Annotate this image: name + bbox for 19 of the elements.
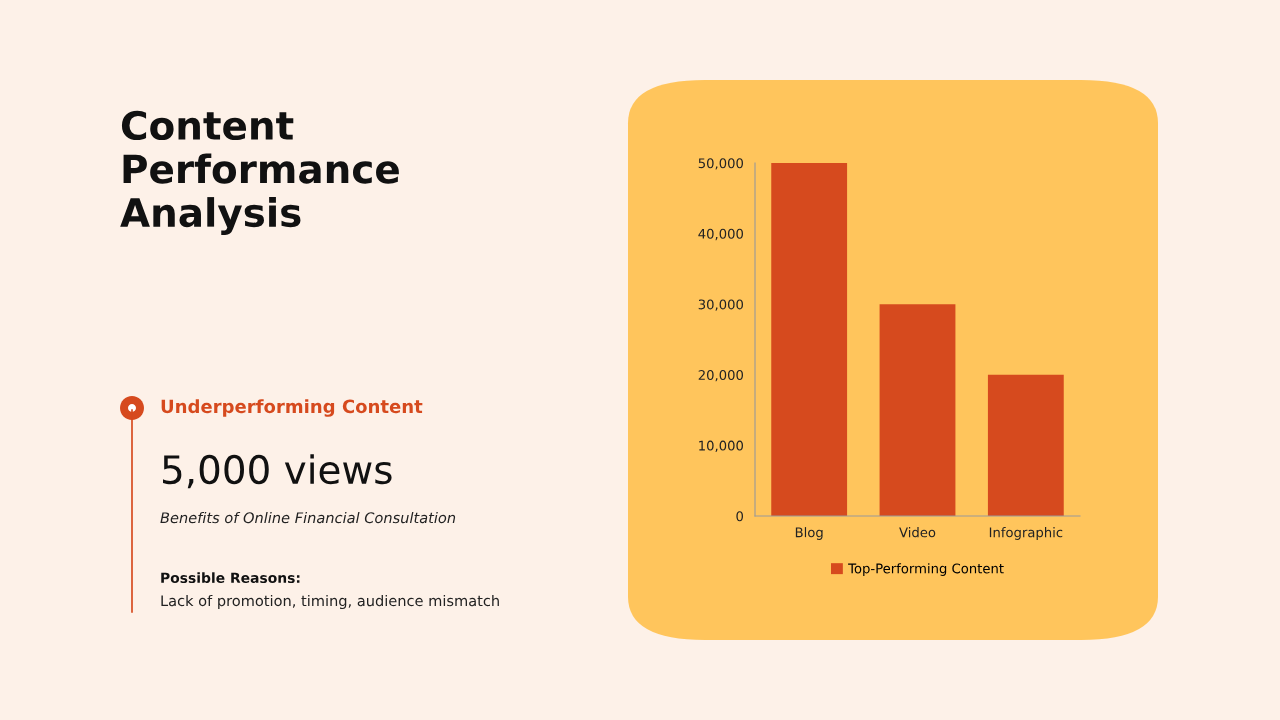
x-tick-label: Video <box>899 527 936 538</box>
text: Lack of promotion, timing, audience mismatch <box>161 594 499 610</box>
text: Content Performance Analysis <box>120 110 399 236</box>
legend-label: Top-Performing Content <box>848 563 1004 576</box>
y-tick-label: 20,000 <box>698 370 744 382</box>
text: Possible Reasons: <box>161 572 300 584</box>
y-tick-label: 40,000 <box>698 228 744 241</box>
bar <box>987 374 1064 516</box>
text: Benefits of Online Financial Consultation <box>160 511 456 524</box>
text: Underperforming Content <box>161 399 423 417</box>
y-tick-label: 10,000 <box>699 440 744 452</box>
x-tick-label: Blog <box>795 527 823 540</box>
text: 5,000 views <box>163 454 392 489</box>
bar <box>771 163 848 516</box>
y-tick-label: 50,000 <box>698 158 744 170</box>
y-tick-label: 30,000 <box>698 299 744 311</box>
x-tick-label: Infographic <box>989 527 1063 540</box>
y-tick-label: 0 <box>736 511 744 522</box>
bar <box>879 304 956 516</box>
